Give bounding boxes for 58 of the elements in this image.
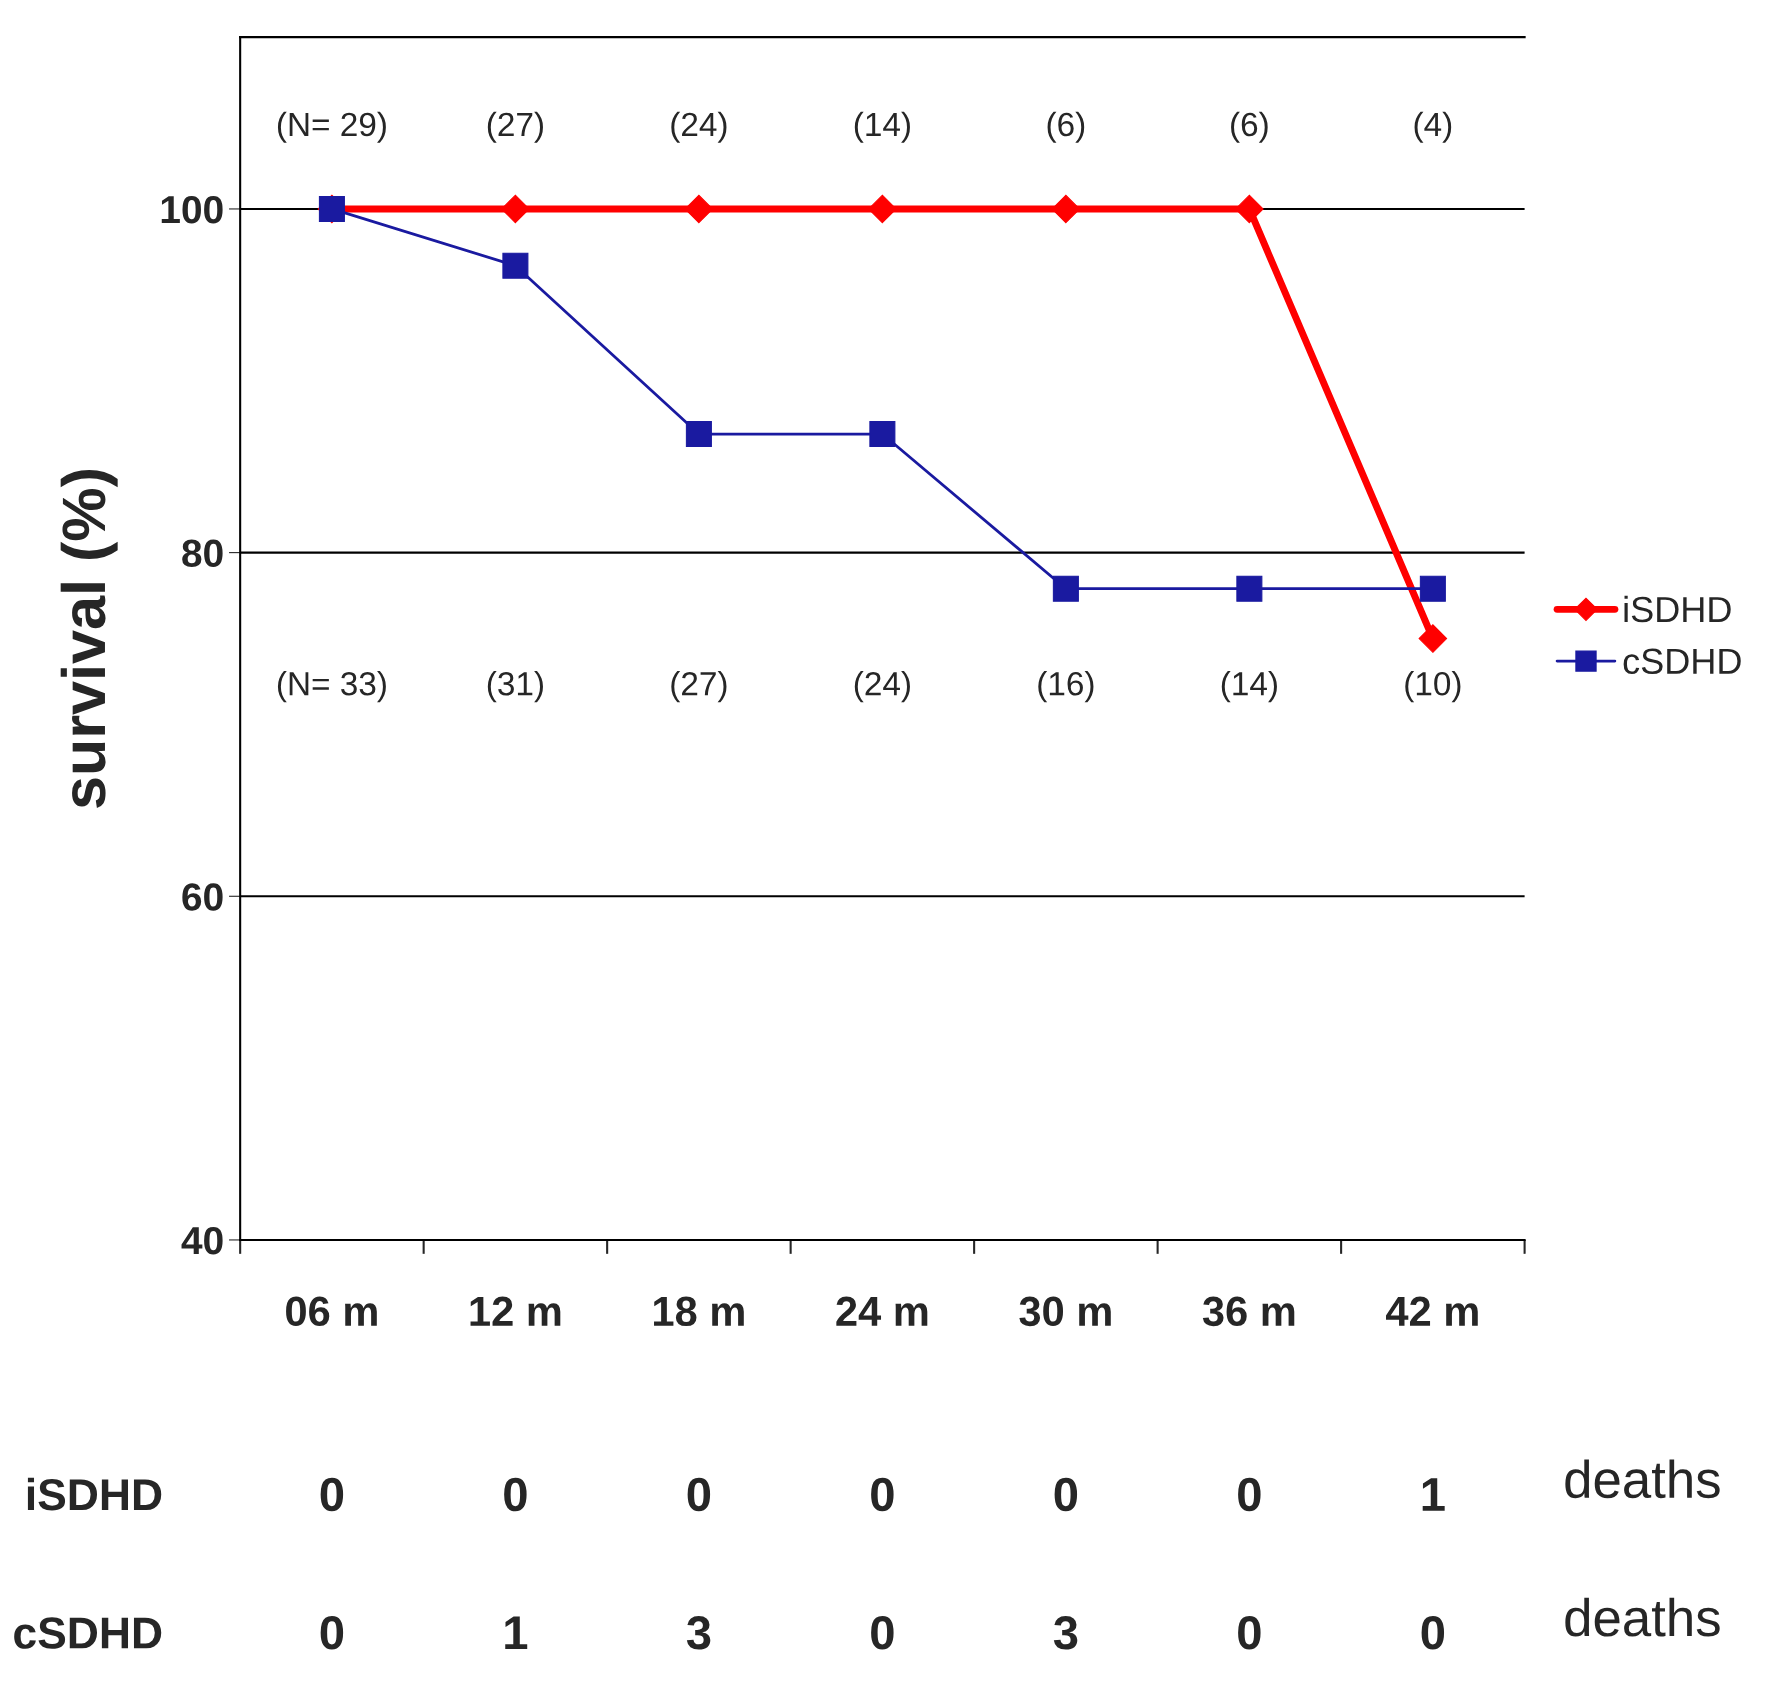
annotation: (24) — [671, 111, 727, 143]
text: 1 — [505, 1616, 528, 1650]
x-tick-label: 24 m — [836, 1296, 928, 1326]
x-tick-label: 36 m — [1202, 1296, 1295, 1327]
point — [502, 252, 529, 279]
annotation: (10) — [1405, 671, 1461, 703]
y-tick-label: 100 — [161, 195, 223, 224]
annotation: (27) — [671, 671, 727, 703]
annotation: (27) — [487, 111, 543, 143]
text: 1 — [1422, 1478, 1445, 1511]
text: 0 — [320, 1477, 344, 1512]
point — [684, 194, 714, 224]
x-tick-label: 12 m — [470, 1296, 561, 1326]
legend-label: iSDHD — [1624, 595, 1731, 623]
x-tick-label: 42 m — [1386, 1296, 1478, 1326]
annotation: (14) — [1221, 671, 1277, 703]
text: iSDHD — [27, 1477, 162, 1511]
text: deaths — [1565, 1459, 1720, 1499]
point — [501, 194, 530, 224]
annotation: (6) — [1047, 111, 1085, 143]
text: 0 — [1421, 1616, 1445, 1650]
y-tick-label: 60 — [182, 883, 223, 911]
annotation: (N= 33) — [277, 671, 386, 703]
x-tick-label: 18 m — [654, 1296, 744, 1327]
text: 0 — [871, 1477, 894, 1512]
text: 0 — [1238, 1477, 1261, 1512]
annotation: (6) — [1231, 111, 1268, 143]
point — [1235, 194, 1264, 224]
point — [1236, 575, 1263, 602]
legend-label: cSDHD — [1623, 648, 1741, 675]
point — [1418, 624, 1448, 653]
annotation: (16) — [1038, 671, 1094, 703]
text: 0 — [871, 1616, 894, 1650]
text: 3 — [686, 1616, 711, 1650]
text: 0 — [1054, 1477, 1078, 1512]
annotation: (4) — [1414, 111, 1452, 143]
y-axis-title: survival (%) — [60, 470, 118, 808]
text: 0 — [687, 1477, 711, 1512]
point — [869, 421, 896, 448]
y-tick-label: 80 — [182, 539, 223, 568]
text: 0 — [1238, 1616, 1261, 1650]
point — [868, 194, 897, 224]
annotation: (24) — [854, 671, 910, 703]
point — [1419, 575, 1446, 602]
text: 0 — [504, 1477, 527, 1512]
point — [1052, 575, 1079, 602]
y-tick-label: 40 — [181, 1226, 223, 1255]
annotation: (N= 29) — [277, 111, 386, 143]
text: 0 — [320, 1616, 344, 1650]
text: 3 — [1053, 1616, 1078, 1650]
x-tick-label: 30 m — [1019, 1296, 1111, 1327]
text: deaths — [1565, 1597, 1720, 1637]
annotation: (14) — [854, 111, 910, 143]
point — [1051, 194, 1081, 224]
text: cSDHD — [14, 1617, 162, 1649]
annotation: (31) — [487, 671, 543, 703]
point — [685, 421, 712, 448]
x-tick-label: 06 m — [286, 1296, 377, 1327]
